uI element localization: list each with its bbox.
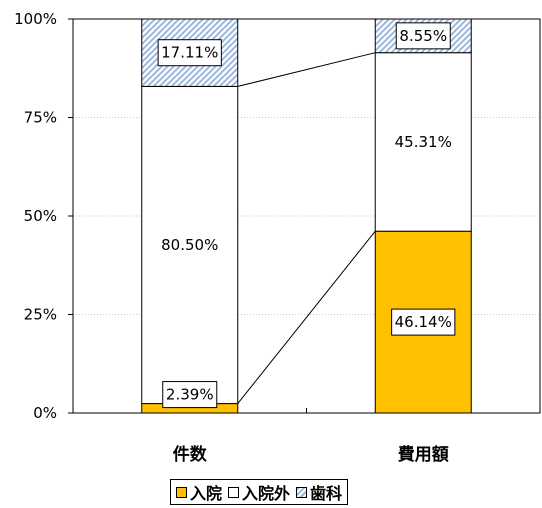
legend-swatch-dental <box>296 486 308 498</box>
data-label: 46.14% <box>395 313 452 331</box>
legend-label-dental: 歯科 <box>310 484 343 503</box>
data-label-box <box>162 381 218 409</box>
y-tick-label: 75% <box>24 109 57 127</box>
y-tick-label: 50% <box>24 207 57 225</box>
legend-label-inpatient: 入院 <box>190 484 223 503</box>
bar-segment-outpatient <box>141 85 239 405</box>
data-label: 8.55% <box>399 27 447 45</box>
legend: 入院 入院外 歯科 <box>170 479 349 505</box>
data-label: 17.11% <box>161 44 218 62</box>
data-label: 2.39% <box>166 386 214 404</box>
y-tick-label: 25% <box>24 306 57 324</box>
y-tick-label: 0% <box>33 404 57 422</box>
series-connector-line <box>237 52 376 87</box>
data-label: 45.31% <box>395 133 452 151</box>
series-connector-line <box>237 230 376 404</box>
legend-item-outpatient: 入院外 <box>228 480 290 504</box>
y-tick-label: 100% <box>14 10 57 28</box>
data-label-box <box>391 308 456 336</box>
data-label: 80.50% <box>161 236 218 254</box>
x-category-label: 件数 <box>173 444 208 465</box>
x-category-label: 費用額 <box>398 444 449 465</box>
data-label-box <box>395 22 451 50</box>
legend-swatch-outpatient <box>228 486 240 498</box>
legend-swatch-inpatient <box>176 486 187 498</box>
legend-item-inpatient: 入院 <box>176 480 222 504</box>
legend-label-outpatient: 入院外 <box>242 484 291 503</box>
bar-segment-outpatient <box>374 52 472 232</box>
legend-item-dental: 歯科 <box>296 480 342 504</box>
data-label-box <box>157 39 222 67</box>
